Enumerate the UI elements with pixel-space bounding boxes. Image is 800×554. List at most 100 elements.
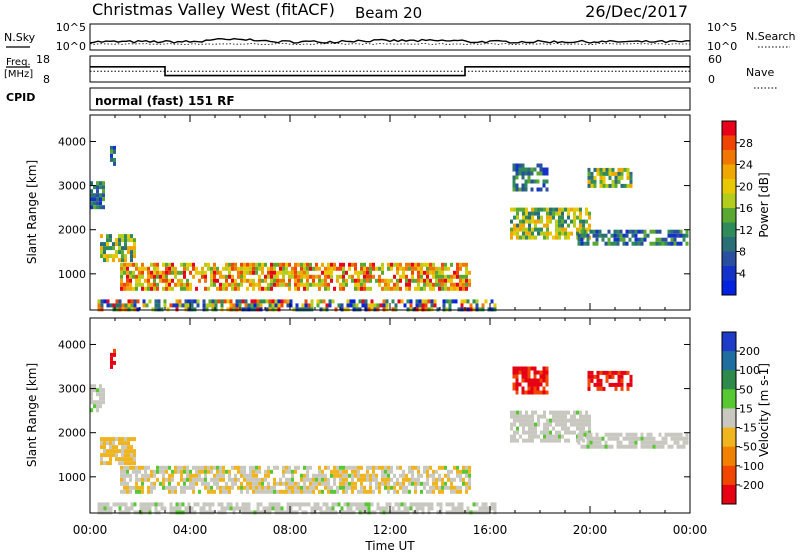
heatmap-cell xyxy=(378,282,381,287)
heatmap-cell xyxy=(417,473,420,478)
heatmap-cell xyxy=(130,254,133,259)
heatmap-cell xyxy=(342,262,345,267)
heatmap-cell xyxy=(154,502,158,507)
heatmap-cell xyxy=(133,461,136,466)
heatmap-cell xyxy=(324,270,327,275)
heatmap-cell xyxy=(555,438,558,443)
heatmap-cell xyxy=(441,274,444,279)
heatmap-cell xyxy=(318,274,321,279)
heatmap-cell xyxy=(90,392,93,397)
heatmap-cell xyxy=(342,465,345,470)
heatmap-cell xyxy=(457,510,461,515)
heatmap-cell xyxy=(387,477,390,482)
heatmap-cell xyxy=(297,465,300,470)
heatmap-cell xyxy=(614,183,618,188)
heatmap-cell xyxy=(577,440,581,445)
heatmap-cell xyxy=(360,477,363,482)
heatmap-cell xyxy=(459,473,462,478)
heatmap-cell xyxy=(435,266,438,271)
heatmap-cell xyxy=(187,506,191,511)
heatmap-cell xyxy=(174,485,177,490)
heatmap-cell xyxy=(288,489,291,494)
heatmap-cell xyxy=(195,266,198,271)
heatmap-cell xyxy=(533,179,537,184)
heatmap-cell xyxy=(268,303,272,308)
heatmap-cell xyxy=(110,352,113,357)
heatmap-cell xyxy=(399,485,402,490)
heatmap-cell xyxy=(324,473,327,478)
colorbar-tick-label: -50 xyxy=(739,441,757,454)
heatmap-cell xyxy=(127,457,130,462)
heatmap-cell xyxy=(611,382,615,387)
heatmap-cell xyxy=(207,489,210,494)
heatmap-cell xyxy=(379,506,383,511)
heatmap-cell xyxy=(189,270,192,275)
heatmap-cell xyxy=(588,414,591,419)
heatmap-cell xyxy=(145,502,149,507)
heatmap-cell xyxy=(121,238,124,243)
heatmap-cell xyxy=(124,258,127,263)
heatmap-cell xyxy=(522,219,525,224)
heatmap-cell xyxy=(525,207,528,212)
heatmap-cell xyxy=(295,502,299,507)
heatmap-cell xyxy=(555,414,558,419)
heatmap-cell xyxy=(438,270,441,275)
heatmap-cell xyxy=(528,231,531,236)
heatmap-cell xyxy=(139,502,143,507)
heatmap-cell xyxy=(522,430,525,435)
heatmap-cell xyxy=(201,469,204,474)
heatmap-cell xyxy=(531,211,534,216)
heatmap-cell xyxy=(462,465,465,470)
heatmap-cell xyxy=(561,418,564,423)
heatmap-cell xyxy=(564,227,567,232)
heatmap-cell xyxy=(103,258,106,263)
heatmap-cell xyxy=(628,432,632,437)
heatmap-cell xyxy=(549,418,552,423)
heatmap-cell xyxy=(372,477,375,482)
heatmap-cell xyxy=(174,270,177,275)
heatmap-cell xyxy=(598,444,602,449)
heatmap-cell xyxy=(673,233,677,238)
heatmap-cell xyxy=(214,303,218,308)
heatmap-cell xyxy=(614,386,618,391)
heatmap-cell xyxy=(90,396,93,401)
heatmap-cell xyxy=(261,485,264,490)
heatmap-cell xyxy=(493,307,497,312)
velocity-ylabel: Slant Range [km] xyxy=(25,363,39,467)
colorbar-tick-label: 20 xyxy=(739,180,753,193)
heatmap-cell xyxy=(351,485,354,490)
colorbar-tick-label: -100 xyxy=(739,460,764,473)
heatmap-cell xyxy=(333,266,336,271)
heatmap-cell xyxy=(306,469,309,474)
heatmap-cell xyxy=(336,266,339,271)
heatmap-cell xyxy=(369,485,372,490)
heatmap-cell xyxy=(258,286,261,291)
heatmap-cell xyxy=(608,370,612,375)
heatmap-cell xyxy=(288,477,291,482)
heatmap-cell xyxy=(396,477,399,482)
heatmap-cell xyxy=(113,149,116,154)
heatmap-cell xyxy=(555,418,558,423)
heatmap-cell xyxy=(165,262,168,267)
heatmap-cell xyxy=(121,502,125,507)
heatmap-cell xyxy=(115,449,118,454)
heatmap-cell xyxy=(381,262,384,267)
heatmap-cell xyxy=(256,510,260,515)
heatmap-cell xyxy=(451,299,455,304)
heatmap-cell xyxy=(228,489,231,494)
heatmap-cell xyxy=(539,390,543,395)
heatmap-cell xyxy=(214,307,218,312)
heatmap-cell xyxy=(265,510,269,515)
heatmap-cell xyxy=(106,303,110,308)
heatmap-cell xyxy=(115,437,118,442)
heatmap-cell xyxy=(271,502,275,507)
heatmap-cell xyxy=(549,438,552,443)
heatmap-cell xyxy=(608,167,612,172)
heatmap-cell xyxy=(232,510,236,515)
heatmap-cell xyxy=(115,250,118,255)
heatmap-cell xyxy=(510,426,513,431)
heatmap-cell xyxy=(273,282,276,287)
heatmap-cell xyxy=(525,418,528,423)
heatmap-cell xyxy=(577,436,581,441)
heatmap-cell xyxy=(450,477,453,482)
